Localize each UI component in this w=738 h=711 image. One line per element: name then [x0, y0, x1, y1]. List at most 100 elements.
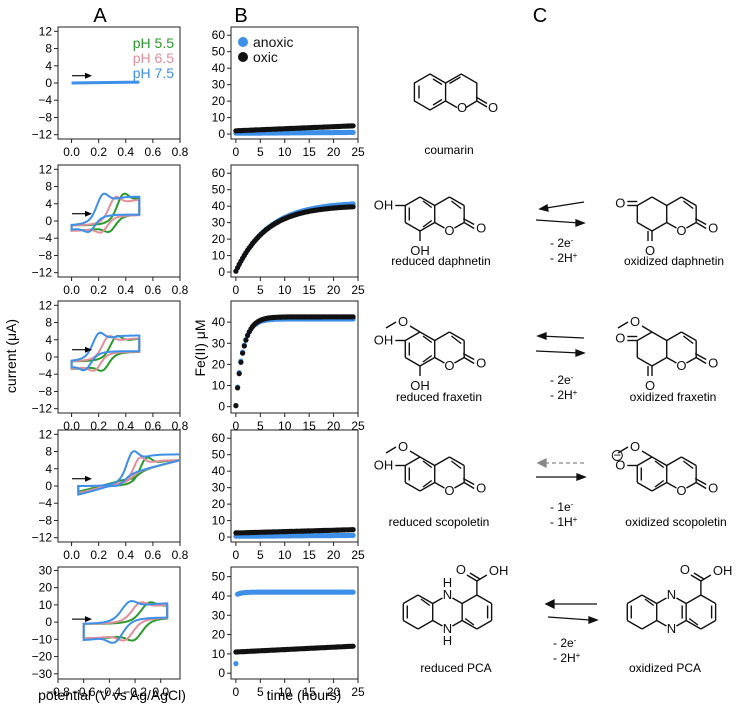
bond	[666, 196, 682, 207]
a-ylabel: current (μA)	[3, 319, 19, 393]
y-tick-label: −4	[38, 231, 52, 245]
x-tick-label: 0.0	[63, 548, 80, 562]
x-tick-label: 0.2	[90, 419, 107, 433]
series-anoxic	[233, 589, 356, 667]
atom-label: OH	[374, 458, 394, 473]
molecule-panel: O O	[413, 73, 498, 115]
atom-label: O	[676, 483, 686, 498]
data-point	[350, 643, 356, 649]
bond	[654, 479, 665, 488]
label-reduced-daphnetin: reduced daphnetin	[391, 254, 490, 268]
y-tick-label: 20	[39, 581, 53, 595]
y-tick-label: 4	[45, 333, 52, 347]
x-tick-label: 0.2	[90, 145, 107, 159]
x-tick-label: 0	[233, 145, 240, 159]
cv-traces	[82, 600, 169, 644]
bond	[695, 221, 707, 230]
atom-label: O	[615, 196, 625, 211]
data-point	[350, 314, 356, 320]
bond	[452, 619, 463, 627]
atom-label: N	[443, 587, 452, 602]
panel-letter-b: B	[234, 5, 247, 27]
cv-traces	[71, 80, 140, 85]
bond	[666, 456, 682, 467]
atom-label: O	[645, 243, 655, 258]
oxidized-daphnetin-structure: O O O O	[615, 196, 718, 259]
bond	[461, 619, 478, 630]
bond	[422, 335, 433, 344]
cv-traces	[70, 331, 141, 372]
chart-b-1: 0 10 20 30 40 50 60 0 5 10 15 20 25	[212, 26, 365, 159]
r3-protons: - 2H+	[550, 388, 578, 403]
bond	[651, 456, 668, 467]
bond	[636, 196, 653, 207]
data-point	[350, 123, 356, 129]
chart-a-1: 12 8 4 0 −4 −8 −12 0.0 0.2 0.4 0.6 0.8	[32, 24, 189, 159]
y-tick-label: 10	[212, 514, 226, 528]
panel-letter-c: C	[533, 5, 547, 27]
plot-frame	[230, 164, 359, 278]
bond	[449, 196, 465, 207]
y-tick-label: 50	[212, 45, 226, 59]
y-tick-label: 0	[218, 265, 225, 279]
label-oxidized-fraxetin: oxidized fraxetin	[630, 390, 717, 404]
bond	[422, 354, 433, 363]
y-tick-label: 4	[45, 59, 52, 73]
y-tick-label: 10	[39, 598, 53, 612]
bond	[641, 325, 653, 333]
y-tick-label: 0	[218, 127, 225, 141]
atom-label: O	[680, 562, 690, 577]
plot-frame	[230, 566, 359, 680]
legend-marker	[238, 37, 248, 47]
bond	[676, 597, 687, 605]
y-tick-label: 12	[39, 427, 53, 441]
y-tick-label: 8	[45, 42, 52, 56]
legend-item: pH 5.5	[133, 35, 174, 51]
x-tick-label: 0.0	[63, 283, 80, 297]
bond	[461, 594, 478, 605]
atom-label: O	[615, 331, 625, 346]
bond	[685, 594, 702, 605]
bond	[683, 460, 694, 470]
data-point	[233, 403, 239, 409]
x-tick-label: 15	[302, 283, 316, 297]
atom-label: O	[708, 221, 718, 236]
bond	[452, 597, 463, 605]
y-tick-label: −10	[32, 632, 53, 646]
data-point	[350, 527, 356, 533]
y-tick-label: 8	[45, 445, 52, 459]
scan-arrowhead	[85, 346, 92, 353]
bond	[432, 619, 443, 627]
bond	[666, 356, 677, 364]
bond	[449, 331, 465, 342]
y-tick-label: 40	[212, 589, 226, 603]
bond	[404, 456, 421, 467]
y-tick-label: 30	[212, 216, 226, 230]
y-tick-label: 10	[212, 647, 226, 661]
x-tick-label: 15	[302, 419, 316, 433]
bond	[462, 352, 475, 361]
x-tick-label: −0.8	[46, 685, 70, 699]
atom-label: N	[667, 587, 676, 602]
y-tick-label: 50	[212, 183, 226, 197]
scan-arrowhead	[85, 210, 92, 217]
x-tick-label: −0.4	[98, 685, 122, 699]
y-tick-label: 20	[212, 497, 226, 511]
cv-trace-75	[82, 600, 169, 644]
legend-item: anoxic	[253, 34, 293, 50]
bond	[681, 196, 697, 207]
bond	[434, 456, 450, 467]
y-tick-label: −4	[38, 496, 52, 510]
atom-label: O	[630, 314, 640, 329]
y-tick-label: 50	[212, 570, 226, 584]
atom-label: O	[444, 223, 454, 238]
y-tick-label: 40	[212, 199, 226, 213]
bond	[641, 619, 658, 630]
bond	[686, 481, 697, 489]
bond	[683, 200, 694, 210]
x-tick-label: 0.6	[145, 145, 162, 159]
x-tick-label: 0	[233, 419, 240, 433]
